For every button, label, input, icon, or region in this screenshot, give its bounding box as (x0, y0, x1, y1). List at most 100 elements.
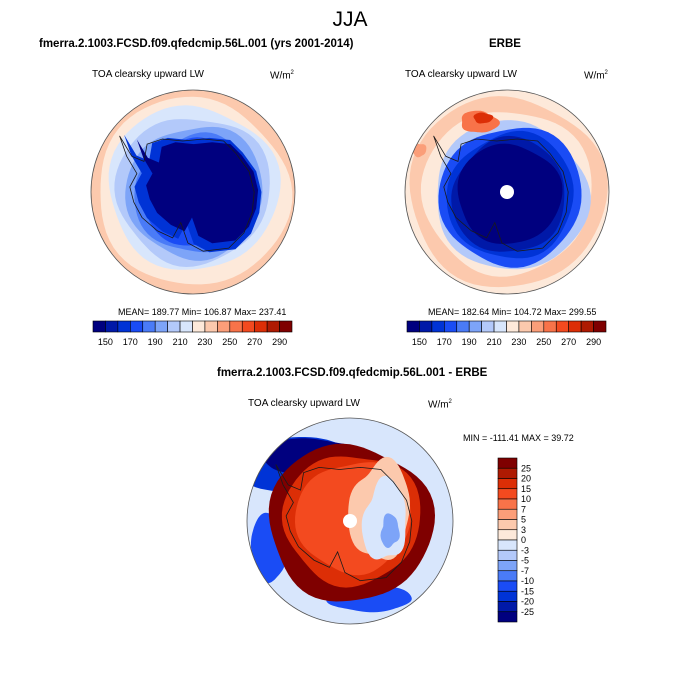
colorbar-box (497, 457, 518, 469)
coastline (119, 135, 255, 252)
panel-2-units: W/m2 (584, 70, 608, 82)
colorbar-tick-label: -15 (521, 586, 534, 596)
colorbar-tick-label: 0 (521, 535, 526, 545)
colorbar-box (497, 467, 518, 479)
colorbar-box (543, 320, 557, 333)
field-level-280 (473, 112, 494, 124)
colorbar-box (555, 320, 569, 333)
colorbar-tick-label: 190 (462, 337, 477, 347)
colorbar-tick-label: 210 (487, 337, 502, 347)
coastline (275, 464, 413, 582)
colorbar-box (279, 320, 293, 333)
colorbar-model: 150 170 190 210 230 250 270 290 (92, 320, 293, 347)
colorbar-tick-label: -25 (521, 607, 534, 617)
colorbar-box (117, 320, 131, 333)
colorbar-tick-label: 170 (123, 337, 138, 347)
panel-1-stats: MEAN= 189.77 Min= 106.87 Max= 237.41 (118, 307, 287, 317)
colorbar-tick-label: 7 (521, 504, 526, 514)
colorbar-box (497, 601, 518, 613)
colorbar-box (217, 320, 231, 333)
colorbar-box (266, 320, 280, 333)
colorbar-box (241, 320, 255, 333)
map-obs (405, 90, 609, 294)
map-obs-border (404, 89, 610, 295)
colorbar-box (154, 320, 168, 333)
colorbar-box (518, 320, 532, 333)
colorbar-tick-label: 290 (272, 337, 287, 347)
colorbar-tick-label: 270 (247, 337, 262, 347)
field-level-150 (136, 139, 259, 244)
colorbar-tick-label: 190 (148, 337, 163, 347)
colorbar-tick-label: 5 (521, 515, 526, 525)
panel-3-stats: MIN = -111.41 MAX = 39.72 (463, 433, 574, 443)
colorbar-box (497, 478, 518, 490)
colorbar-box (497, 560, 518, 572)
colorbar-tick-label: 20 (521, 474, 531, 484)
colorbar-box (497, 549, 518, 561)
panel-1-units: W/m2 (270, 70, 294, 82)
colorbar-tick-label: 150 (98, 337, 113, 347)
panel-2-stats: MEAN= 182.64 Min= 104.72 Max= 299.55 (428, 307, 597, 317)
colorbar-box (254, 320, 268, 333)
colorbar-box (506, 320, 520, 333)
map-diff (247, 418, 453, 624)
missing-data-pole (343, 514, 357, 528)
colorbar-tick-label: 230 (511, 337, 526, 347)
colorbar-tick-label: -3 (521, 545, 529, 555)
colorbar-tick-label: 25 (521, 463, 531, 473)
colorbar-box (406, 320, 420, 333)
colorbar-box (593, 320, 607, 333)
colorbar-box (431, 320, 445, 333)
map-diff-border (246, 417, 454, 625)
colorbar-tick-label: -7 (521, 566, 529, 576)
colorbar-obs: 150 170 190 210 230 250 270 290 (406, 320, 607, 347)
colorbar-tick-label: 290 (586, 337, 601, 347)
colorbar-box (497, 570, 518, 582)
colorbar-box (493, 320, 507, 333)
colorbar-tick-label: 150 (412, 337, 427, 347)
panel-2-variable: TOA clearsky upward LW (405, 69, 517, 80)
colorbar-box (568, 320, 582, 333)
colorbar-tick-label: 250 (222, 337, 237, 347)
colorbar-box (192, 320, 206, 333)
colorbar-tick-label: 10 (521, 494, 531, 504)
colorbar-box (497, 590, 518, 602)
colorbar-box (130, 320, 144, 333)
colorbar-box (105, 320, 119, 333)
colorbar-tick-label: 270 (561, 337, 576, 347)
colorbar-tick-label: -10 (521, 576, 534, 586)
colorbar-box (167, 320, 181, 333)
colorbar-tick-label: 15 (521, 484, 531, 494)
colorbar-box (580, 320, 594, 333)
colorbar-box (497, 529, 518, 541)
colorbar-box (229, 320, 243, 333)
colorbar-box (497, 580, 518, 592)
panel-3-title: fmerra.2.1003.FCSD.f09.qfedcmip.56L.001 … (217, 367, 488, 379)
main-title: JJA (332, 8, 368, 31)
colorbar-box (142, 320, 156, 333)
colorbar-box (419, 320, 433, 333)
map-model (91, 90, 295, 294)
colorbar-box (468, 320, 482, 333)
panel-3-units: W/m2 (428, 399, 452, 411)
colorbar-tick-label: 170 (437, 337, 452, 347)
colorbar-box (497, 498, 518, 510)
colorbar-tick-label: 3 (521, 525, 526, 535)
colorbar-box (204, 320, 218, 333)
colorbar-box (531, 320, 545, 333)
colorbar-tick-label: 230 (197, 337, 212, 347)
colorbar-tick-label: -5 (521, 556, 529, 566)
colorbar-box (497, 488, 518, 500)
colorbar-box (444, 320, 458, 333)
colorbar-box (497, 508, 518, 520)
map-model-border (90, 89, 296, 295)
panel-2-title: ERBE (489, 38, 521, 50)
panel-1-variable: TOA clearsky upward LW (92, 69, 204, 80)
colorbar-tick-label: -20 (521, 597, 534, 607)
panel-1-title: fmerra.2.1003.FCSD.f09.qfedcmip.56L.001 … (39, 38, 354, 50)
coastline (433, 135, 569, 252)
colorbar-box (497, 611, 518, 623)
colorbar-box (92, 320, 106, 333)
